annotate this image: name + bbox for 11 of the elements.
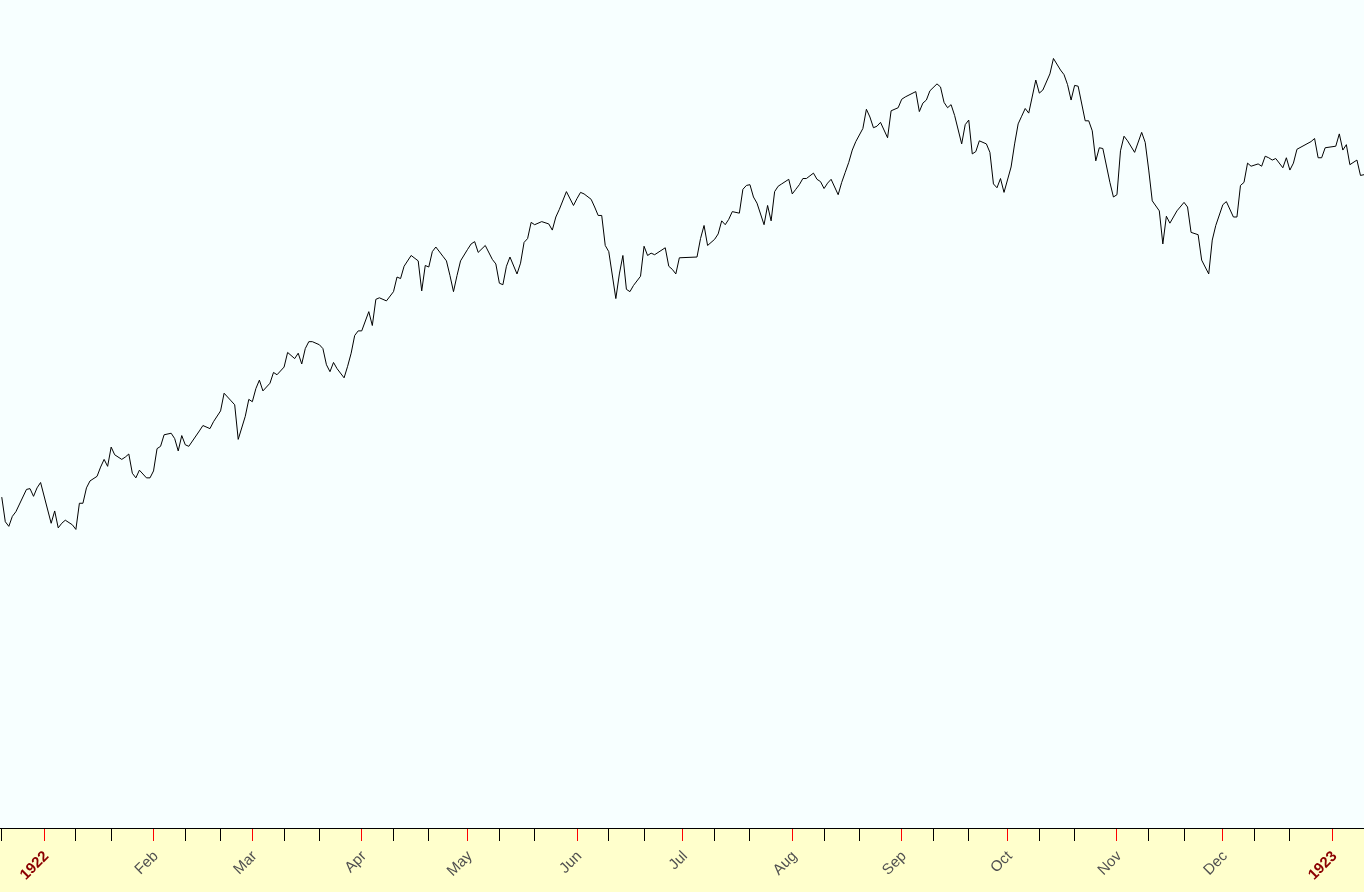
x-tick-label: Oct: [986, 846, 1016, 876]
x-tick-label: Nov: [1093, 846, 1125, 878]
x-tick-label: Mar: [229, 846, 260, 878]
x-tick-label: Feb: [130, 846, 161, 878]
x-tick-label: Aug: [768, 846, 800, 878]
x-tick-label: Jun: [555, 846, 585, 877]
x-tick-label: Jul: [664, 846, 691, 873]
x-tick-label: May: [442, 846, 476, 879]
x-tick-label: Sep: [878, 846, 910, 878]
x-tick-label: Apr: [340, 846, 370, 876]
x-tick-label: Dec: [1199, 846, 1231, 878]
